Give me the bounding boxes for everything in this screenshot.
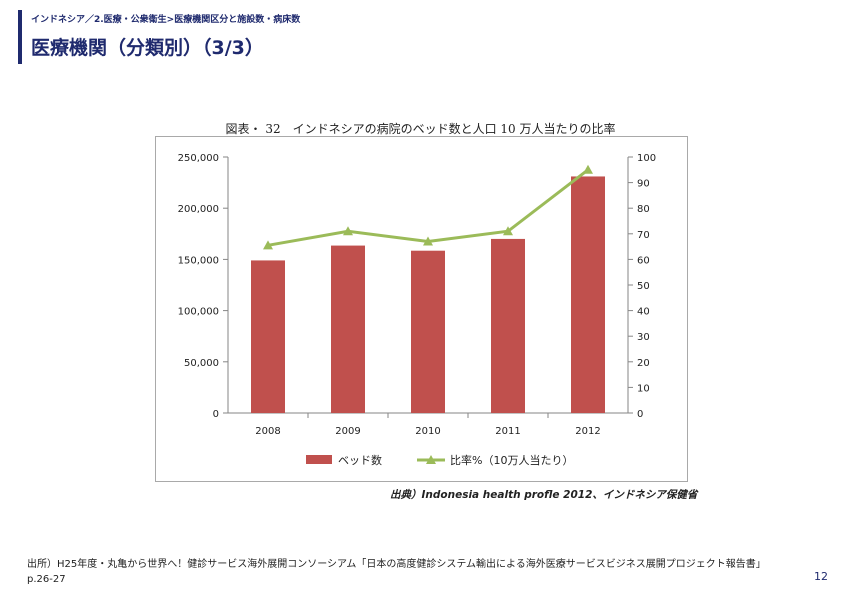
chart-frame: 250,000 200,000 150,000 100,000 50,000 0 100 90… [155,136,688,482]
y-right-tick-label: 10 [637,383,650,394]
ratio-point-2010 [423,236,433,246]
legend-label-ratio: 比率%（10万人当たり） [450,453,573,467]
bar-2011 [491,238,525,413]
ratio-point-2009 [343,226,353,236]
bar-2008 [251,260,285,413]
source-note: 出典）Indonesia health profle 2012、インドネシア保健… [390,489,698,501]
legend-swatch-beds [306,455,332,464]
y-right-tick-label: 90 [637,179,650,190]
header-accent-bar [18,10,22,64]
ratio-line [267,168,589,247]
y-right-tick-label: 40 [637,307,650,318]
ratio-point-2011 [503,226,513,236]
y-right-tick-label: 50 [637,281,650,292]
y-right-tick-label: 30 [637,332,650,343]
x-tick-label: 2008 [255,426,280,437]
footnote: 出所）H25年度・丸亀から世界へ！健診サービス海外展開コンソーシアム「日本の高度… [27,559,766,585]
page-title: 医療機関（分類別）（3/3） [31,37,264,59]
x-tick-label: 2010 [415,426,440,437]
ratio-point-2008 [263,240,273,250]
figure-caption: 図表・ 32 インドネシアの病院のベッド数と人口 10 万人当たりの比率 [225,122,616,136]
y-left-tick-label: 50,000 [184,358,219,369]
y-right-tick-label: 80 [637,204,650,215]
y-right-tick-label: 70 [637,230,650,241]
ratio-point-2012 [583,164,593,174]
bar-2012 [571,176,605,413]
y-left-tick-label: 0 [213,409,219,420]
y-right-tick-label: 60 [637,255,650,266]
y-left-tick-label: 100,000 [178,307,219,318]
bar-2010 [411,250,445,413]
chart: 250,000200,000150,000100,00050,000010090… [178,153,656,467]
bar-2009 [331,245,365,413]
breadcrumb: インドネシア／2.医療・公衆衛生>医療機関区分と施設数・病床数 [31,15,301,25]
y-left-tick-label: 250,000 [178,153,219,164]
y-left-tick-label: 200,000 [178,204,219,215]
page-number: 12 [814,570,828,583]
y-right-tick-label: 0 [637,409,643,420]
y-right-tick-label: 20 [637,358,650,369]
legend-swatch-ratio-marker [426,455,436,464]
x-tick-label: 2012 [575,426,600,437]
x-tick-label: 2011 [495,426,520,437]
legend-label-beds: ベッド数 [338,454,382,467]
y-left-tick-label: 150,000 [178,255,219,266]
x-tick-label: 2009 [335,426,360,437]
y-right-tick-label: 100 [637,153,656,164]
